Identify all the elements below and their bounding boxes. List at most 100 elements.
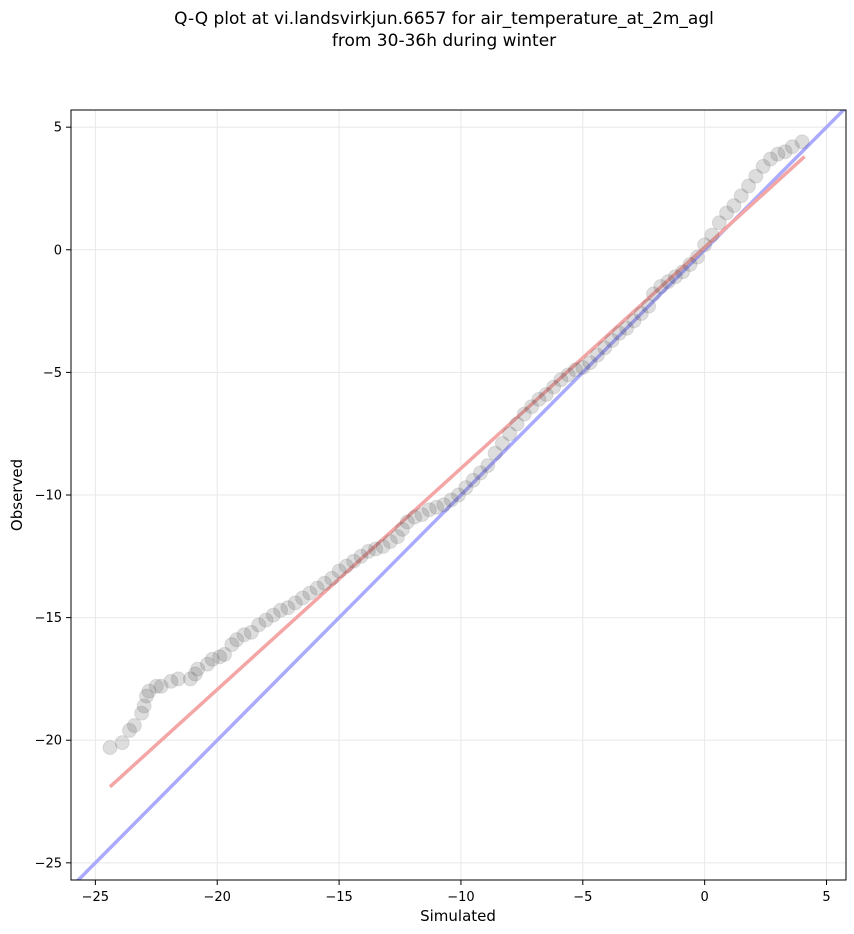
quantile-point [134, 705, 150, 721]
quantile-point [472, 465, 488, 481]
quantile-point [182, 671, 198, 687]
quantile-point [465, 472, 481, 488]
quantile-point [102, 740, 118, 756]
quantile-point [538, 386, 554, 402]
quantile-point [353, 548, 369, 564]
quantile-point [733, 188, 749, 204]
quantile-point [494, 436, 510, 452]
x-tick-label: −10 [447, 890, 474, 905]
x-tick-label: −15 [325, 890, 352, 905]
quantile-point [660, 274, 676, 290]
quantile-point [273, 602, 289, 618]
quantile-point [794, 134, 810, 150]
quantile-point [136, 698, 152, 714]
quantile-point [697, 237, 713, 253]
quantile-point [346, 553, 362, 569]
quantile-point [589, 347, 605, 363]
quantile-point [633, 306, 649, 322]
quantile-point [711, 215, 727, 231]
quantile-point [338, 558, 354, 574]
quantile-point [394, 521, 410, 537]
quantile-point [675, 264, 691, 280]
quantile-point [502, 426, 518, 442]
quantile-point [567, 362, 583, 378]
quantile-point [295, 590, 311, 606]
quantile-point [114, 735, 130, 751]
quantile-point [399, 514, 415, 530]
quantile-point [316, 575, 332, 591]
quantile-point [212, 649, 228, 665]
quantile-point [741, 178, 757, 194]
quantile-point [190, 661, 206, 677]
y-tick-label: −25 [35, 856, 62, 871]
quantile-point [224, 637, 240, 653]
quantile-point [163, 673, 179, 689]
quantile-point [597, 340, 613, 356]
quantile-point [360, 543, 376, 559]
quantile-point [546, 379, 562, 395]
quantile-point [582, 355, 598, 371]
quantile-point [324, 570, 340, 586]
quantile-point [748, 168, 764, 184]
quantile-point [217, 646, 233, 662]
quantile-point [443, 492, 459, 508]
quantile-point [458, 480, 474, 496]
quantile-point [251, 617, 267, 633]
quantile-point [436, 497, 452, 513]
y-tick-label: −15 [35, 611, 62, 626]
quantile-point [626, 313, 642, 329]
y-tick-label: −10 [35, 489, 62, 504]
quantile-point [689, 249, 705, 265]
quantile-point [575, 359, 591, 375]
quantile-point [229, 632, 245, 648]
quantile-point [667, 269, 683, 285]
y-tick-label: −20 [35, 734, 62, 749]
quantile-point [524, 399, 540, 415]
quantile-point [509, 416, 525, 432]
fit-line [108, 155, 806, 789]
x-axis-label: Simulated [420, 907, 496, 925]
x-tick-label: −5 [573, 890, 592, 905]
chart-title-line-2: from 30-36h during winter [331, 31, 557, 51]
quantile-point [653, 279, 669, 295]
quantile-point [121, 722, 137, 738]
y-tick-label: 0 [54, 243, 62, 258]
quantile-point [390, 529, 406, 545]
quantile-point [645, 286, 661, 302]
quantile-point [560, 367, 576, 383]
y-tick-label: 5 [54, 121, 62, 136]
quantile-point [414, 507, 430, 523]
quantile-point [704, 227, 720, 243]
quantile-point [302, 585, 318, 601]
quantile-point [421, 502, 437, 518]
quantile-point [280, 600, 296, 616]
quantile-point [726, 198, 742, 214]
quantile-point [516, 406, 532, 422]
quantile-point [309, 580, 325, 596]
quantile-point [331, 563, 347, 579]
quantile-point [382, 534, 398, 550]
x-axis-ticks: −25 −20 −15 −10 −5 0 5 [82, 880, 831, 905]
quantile-point [148, 678, 164, 694]
quantile-point [719, 205, 735, 221]
quantile-point [407, 509, 423, 525]
x-tick-label: 0 [701, 890, 709, 905]
quantile-point [755, 158, 771, 174]
reference-lines [75, 110, 846, 880]
quantile-point [531, 391, 547, 407]
quantile-point [604, 333, 620, 349]
quantile-point [187, 666, 203, 682]
quantile-point [170, 671, 186, 687]
quantile-point [199, 656, 215, 672]
quantile-point [204, 651, 220, 667]
quantile-point [429, 499, 445, 515]
quantile-point [287, 595, 303, 611]
y-axis-ticks: −25 −20 −15 −10 −5 0 5 [35, 121, 71, 871]
quantile-point [784, 139, 800, 155]
chart-title: Q-Q plot at vi.landsvirkjun.6657 for air… [0, 8, 854, 52]
quantile-point [777, 144, 793, 160]
quantile-point [243, 624, 259, 640]
x-tick-label: −25 [82, 890, 109, 905]
quantile-point [258, 612, 274, 628]
quantile-point [139, 688, 155, 704]
